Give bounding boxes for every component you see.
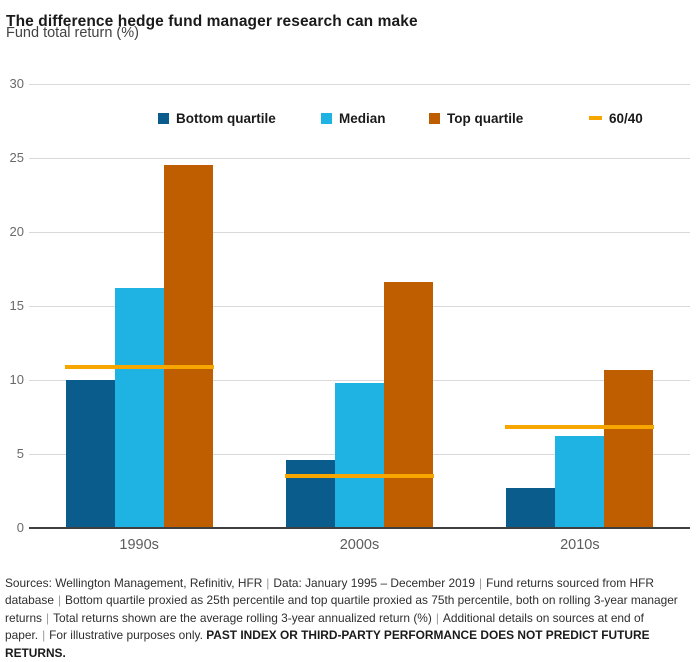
legend-swatch-top-quartile (429, 112, 440, 124)
bar-bottom-quartile-2000s (286, 459, 335, 528)
legend-item-60-40: 60/40 (589, 109, 643, 127)
disclaimer-bold: PAST INDEX OR THIRD-PARTY PERFORMANCE DO… (5, 628, 650, 660)
y-tick-label: 30 (9, 76, 24, 91)
source-note-segment: Total returns shown are the average roll… (53, 610, 432, 625)
source-note-segment: Fund returns sourced from HFR database (5, 576, 654, 608)
legend-swatch-60-40 (589, 116, 602, 120)
benchmark-line-2010s (505, 425, 655, 430)
legend-swatch-bottom-quartile (158, 112, 169, 124)
x-tick-label: 2000s (339, 537, 380, 553)
gridline (29, 305, 690, 307)
benchmark-line-2000s (285, 474, 434, 479)
legend-label: Median (339, 110, 386, 126)
separator: | (266, 576, 270, 590)
legend-swatch-median (321, 112, 332, 124)
bar-bottom-quartile-2010s (506, 488, 556, 528)
legend-item-top-quartile: Top quartile (429, 109, 523, 127)
separator: | (42, 628, 46, 643)
y-tick-label: 10 (9, 372, 24, 387)
x-tick-label: 2010s (560, 537, 600, 553)
plot-area (29, 83, 690, 529)
gridline (29, 157, 690, 159)
source-note-segment: For illustrative purposes only. (49, 628, 203, 643)
y-tick-label: 20 (9, 224, 24, 239)
source-note-segment: Data: January 1995 – December 2019 (273, 576, 475, 590)
legend-item-median: Median (321, 109, 386, 127)
bar-top-quartile-1990s (163, 165, 213, 528)
legend-label: Bottom quartile (176, 110, 276, 126)
separator: | (46, 610, 50, 625)
x-axis-line (29, 527, 690, 529)
y-tick-label: 25 (9, 150, 24, 165)
source-note-segment: Additional details on sources at end of … (5, 610, 644, 643)
bar-median-2000s (335, 382, 384, 528)
benchmark-line-1990s (64, 364, 214, 369)
legend-item-bottom-quartile: Bottom quartile (158, 109, 276, 127)
separator: | (57, 593, 62, 608)
y-tick-label: 0 (16, 520, 24, 535)
source-note-segment: Bottom quartile proxied as 25th percenti… (5, 593, 678, 625)
separator: | (435, 610, 439, 625)
y-tick-label: 5 (16, 446, 24, 461)
bar-top-quartile-2010s (604, 369, 654, 528)
chart-title: The difference hedge fund manager resear… (6, 13, 418, 31)
y-tick-label: 15 (9, 298, 24, 313)
source-note-segment: Sources: Wellington Management, Refiniti… (5, 576, 263, 590)
chart-subtitle: Fund total return (%) (6, 25, 139, 41)
source-note: Sources: Wellington Management, Refiniti… (5, 575, 694, 662)
bar-bottom-quartile-1990s (65, 380, 115, 528)
legend-label: Top quartile (447, 110, 524, 126)
x-tick-label: 1990s (119, 537, 159, 553)
legend-label: 60/40 (609, 110, 643, 126)
gridline (29, 231, 690, 233)
gridline (29, 379, 690, 381)
separator: | (479, 576, 483, 590)
gridline (29, 83, 690, 85)
bar-median-2010s (555, 436, 605, 528)
bar-top-quartile-2000s (384, 282, 433, 528)
bar-median-1990s (114, 288, 164, 528)
